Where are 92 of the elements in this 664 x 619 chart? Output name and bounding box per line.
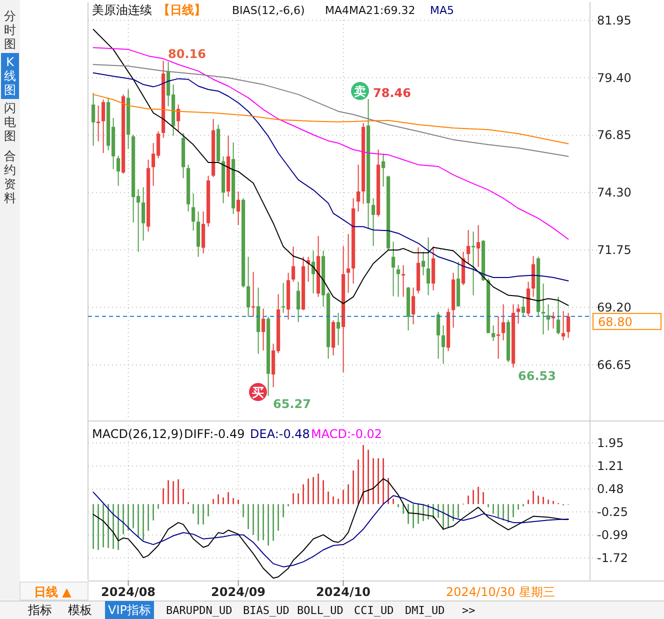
candlestick — [426, 236, 430, 296]
text: BOLL_UD — [297, 604, 344, 617]
candlestick — [372, 198, 376, 246]
y-tick-label: 1.21 — [597, 459, 624, 474]
annotation: 【日线】 — [158, 3, 206, 17]
candlestick — [392, 241, 396, 297]
chart-title: 美原油连续 — [92, 3, 152, 17]
y-tick-label: 66.65 — [597, 358, 632, 372]
annotation: 卖 — [354, 84, 366, 98]
line-series — [92, 72, 569, 282]
text: >> — [462, 604, 476, 617]
annotation: MA4MA21:69.32 — [325, 4, 416, 17]
candlestick — [396, 264, 400, 298]
annotation: MA5 — [430, 4, 454, 17]
ref-line-label: 68.80 — [598, 314, 632, 329]
candlestick — [542, 283, 546, 335]
candlestick — [566, 312, 570, 338]
candlestick — [246, 256, 250, 318]
candlestick — [496, 316, 500, 360]
text: BARUPDN_UD — [166, 604, 232, 617]
y-tick-label: 79.40 — [597, 70, 632, 85]
annotation: DEA:-0.48 — [250, 427, 310, 441]
candlestick — [346, 234, 350, 294]
candlestick — [236, 190, 240, 226]
candlestick — [102, 99, 106, 154]
candlestick — [436, 311, 440, 360]
y-tick-label: 1.95 — [597, 436, 624, 450]
candlestick — [522, 296, 526, 317]
candlestick — [502, 304, 506, 341]
line-series — [92, 478, 569, 579]
candlestick — [116, 155, 120, 186]
line-series — [92, 492, 569, 568]
candlestick — [292, 246, 296, 282]
candlestick — [142, 186, 146, 242]
candlestick — [336, 312, 340, 346]
annotation: 买 — [252, 386, 264, 400]
candlestick — [262, 308, 266, 351]
annotation: DIFF:-0.49 — [184, 427, 245, 441]
candlestick — [296, 281, 300, 323]
text: VIP指标 — [108, 603, 151, 617]
text: 分时图 — [4, 9, 16, 51]
annotation: 65.27 — [273, 397, 311, 411]
candlestick — [562, 310, 566, 341]
candlestick — [92, 92, 96, 146]
y-tick-label: 71.75 — [597, 243, 632, 258]
signal-badge: 买 — [249, 383, 267, 401]
y-tick-label: 81.95 — [597, 13, 632, 28]
annotation: MACD:-0.02 — [311, 427, 382, 441]
text: 日线 ▲ — [34, 585, 72, 599]
annotation: MACD(26,12,9) — [92, 427, 184, 441]
y-tick-label: 76.85 — [597, 128, 632, 142]
candlestick — [442, 324, 446, 364]
candlestick — [402, 264, 406, 298]
candlestick — [516, 304, 520, 324]
x-tick-label: 2024/08 — [101, 585, 156, 599]
annotation: 78.46 — [373, 86, 411, 100]
candlestick — [422, 251, 426, 276]
candlestick — [192, 192, 196, 232]
text: 模板 — [68, 603, 92, 617]
line-series — [92, 64, 569, 157]
candlestick — [356, 164, 360, 212]
y-tick-label: -1.72 — [597, 551, 628, 566]
y-tick-label: 74.30 — [597, 186, 632, 200]
candlestick — [96, 104, 100, 142]
text: 闪电图 — [4, 101, 16, 143]
text: K线图 — [4, 55, 16, 97]
candlestick — [202, 211, 206, 254]
x-tick-label: 2024/09 — [211, 585, 266, 599]
line-series — [92, 28, 569, 306]
annotation: 66.53 — [518, 369, 556, 383]
text: 指标 — [27, 603, 52, 617]
text: CCI_UD — [354, 604, 394, 617]
candlestick — [412, 287, 416, 325]
text: 合约资料 — [4, 149, 16, 205]
line-series — [92, 47, 569, 240]
text: 2024/10/30 星期三 — [446, 585, 555, 599]
text: BIAS_UD — [243, 604, 290, 617]
y-tick-label: 69.20 — [597, 300, 632, 314]
y-tick-label: -0.99 — [597, 528, 628, 542]
candlestick — [466, 229, 470, 264]
candlestick — [382, 153, 386, 188]
x-tick-label: 2024/10 — [316, 585, 371, 599]
signal-badge: 卖 — [351, 82, 369, 100]
y-tick-label: 0.48 — [597, 482, 624, 496]
y-tick-label: -0.25 — [597, 504, 628, 519]
candlestick — [556, 296, 560, 335]
annotation: BIAS(12,-6,6) — [232, 4, 305, 17]
candlestick — [476, 224, 480, 268]
candlestick — [492, 324, 496, 342]
annotation: 80.16 — [168, 47, 206, 61]
candlestick — [472, 231, 476, 296]
text: DMI_UD — [405, 604, 445, 617]
